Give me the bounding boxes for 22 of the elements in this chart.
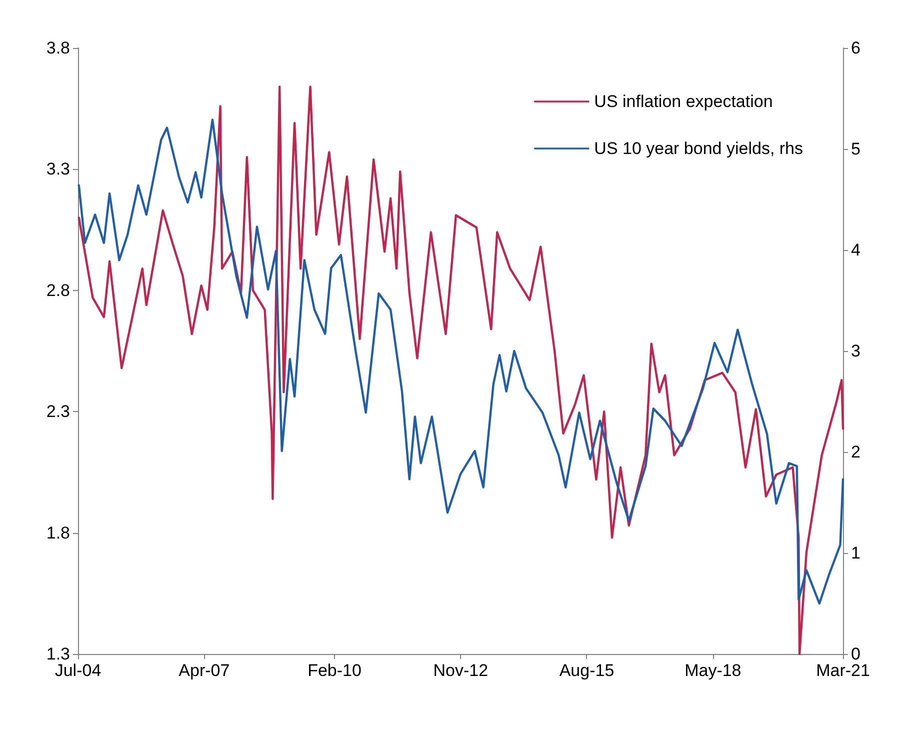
y2-tick-label: 3 xyxy=(851,342,860,360)
y-tick-label: 3.3 xyxy=(46,160,70,179)
y-tick-label: 2.3 xyxy=(46,402,70,422)
y2-tick-label: 0 xyxy=(851,644,860,664)
legend-label: US inflation expectation xyxy=(594,92,773,111)
y2-tick-label: 2 xyxy=(851,442,860,462)
y-tick-label: 3.8 xyxy=(46,38,70,58)
x-tick-label: Jul-04 xyxy=(54,661,102,680)
legend-label: US 10 year bond yields, rhs xyxy=(594,139,804,158)
x-tick-label: May-18 xyxy=(684,661,742,680)
y2-tick-label: 4 xyxy=(851,240,860,260)
x-tick-label: Feb-10 xyxy=(308,661,362,680)
x-tick-label: Mar-21 xyxy=(816,661,870,680)
y-tick-label: 1.3 xyxy=(46,644,70,664)
y-tick-label: 1.8 xyxy=(46,523,70,542)
y2-tick-label: 1 xyxy=(851,544,860,562)
y2-tick-label: 5 xyxy=(851,140,860,158)
x-tick-label: Aug-15 xyxy=(559,661,614,680)
y-tick-label: 2.8 xyxy=(46,280,70,300)
x-tick-label: Apr-07 xyxy=(178,661,230,680)
x-tick-label: Nov-12 xyxy=(433,661,488,680)
y2-tick-label: 6 xyxy=(851,38,860,58)
